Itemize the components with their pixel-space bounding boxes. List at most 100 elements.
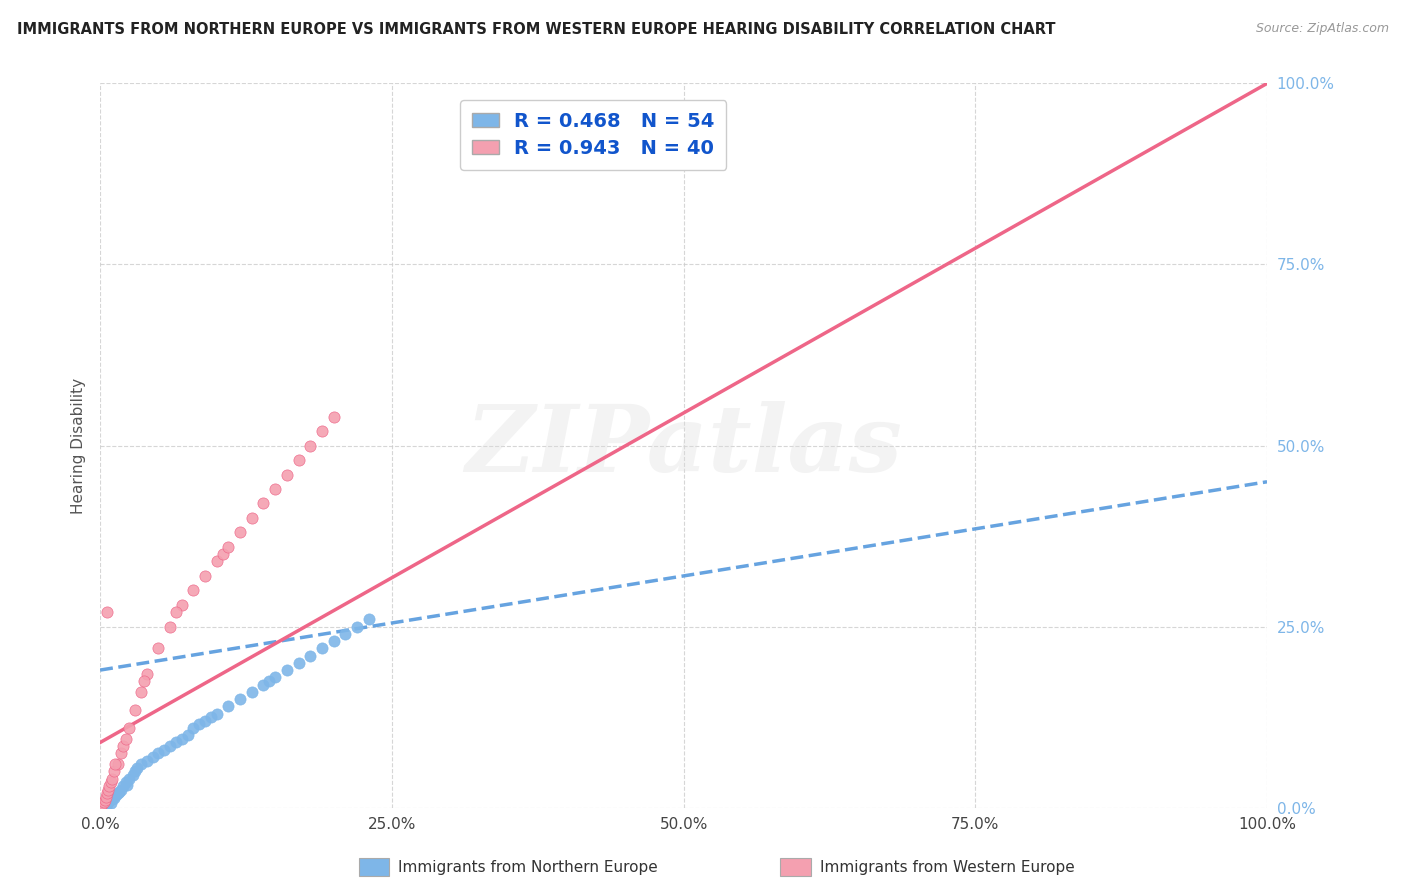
Point: [129, 685, 152, 699]
Point: [229, 692, 252, 706]
Point: [118, 721, 141, 735]
Point: [264, 482, 287, 496]
Point: [357, 612, 380, 626]
Point: [91, 797, 114, 811]
Point: [299, 648, 322, 663]
Point: [118, 772, 141, 786]
Point: [287, 656, 309, 670]
Point: [90, 798, 112, 813]
Point: [218, 540, 240, 554]
Point: [159, 619, 181, 633]
Point: [159, 739, 181, 753]
Point: [107, 785, 129, 799]
Point: [121, 768, 143, 782]
Point: [153, 743, 176, 757]
Point: [100, 796, 122, 810]
Y-axis label: Hearing Disability: Hearing Disability: [72, 377, 86, 514]
Point: [142, 750, 165, 764]
Point: [114, 731, 136, 746]
Point: [101, 789, 124, 804]
Point: [252, 677, 274, 691]
Point: [110, 747, 132, 761]
Point: [103, 791, 125, 805]
Point: [112, 739, 135, 753]
Point: [335, 627, 357, 641]
Point: [183, 721, 205, 735]
Point: [252, 496, 274, 510]
Point: [97, 782, 120, 797]
Point: [322, 634, 344, 648]
Point: [124, 764, 146, 779]
Point: [240, 511, 263, 525]
Point: [264, 670, 287, 684]
Point: [205, 554, 228, 568]
Point: [127, 761, 149, 775]
Point: [322, 409, 344, 424]
Point: [176, 728, 198, 742]
Point: [90, 799, 112, 814]
Text: Immigrants from Western Europe: Immigrants from Western Europe: [820, 861, 1074, 875]
Point: [346, 619, 368, 633]
Point: [104, 757, 127, 772]
Point: [107, 757, 129, 772]
Point: [170, 598, 193, 612]
Text: Source: ZipAtlas.com: Source: ZipAtlas.com: [1256, 22, 1389, 36]
Point: [100, 775, 122, 789]
Point: [135, 666, 157, 681]
Point: [129, 757, 152, 772]
Point: [114, 775, 136, 789]
Point: [96, 605, 118, 619]
Point: [101, 772, 124, 786]
Point: [311, 424, 333, 438]
Point: [229, 525, 252, 540]
Point: [115, 777, 138, 791]
Point: [188, 717, 211, 731]
Point: [98, 779, 121, 793]
Point: [200, 710, 222, 724]
Point: [259, 673, 281, 688]
Point: [91, 797, 114, 812]
Text: ZIPatlas: ZIPatlas: [465, 401, 903, 491]
Point: [90, 799, 112, 814]
Point: [218, 699, 240, 714]
Point: [112, 779, 135, 793]
Point: [183, 583, 205, 598]
Point: [110, 782, 132, 797]
Point: [94, 793, 117, 807]
Point: [94, 797, 117, 811]
Point: [97, 795, 120, 809]
Point: [91, 798, 114, 813]
Point: [276, 467, 298, 482]
Point: [194, 714, 217, 728]
Point: [194, 569, 217, 583]
Point: [107, 786, 129, 800]
Text: IMMIGRANTS FROM NORTHERN EUROPE VS IMMIGRANTS FROM WESTERN EUROPE HEARING DISABI: IMMIGRANTS FROM NORTHERN EUROPE VS IMMIG…: [17, 22, 1056, 37]
Point: [103, 764, 125, 779]
Point: [135, 754, 157, 768]
Point: [96, 786, 118, 800]
Point: [211, 547, 233, 561]
Point: [165, 605, 187, 619]
Point: [93, 797, 115, 811]
Point: [94, 797, 117, 812]
Point: [165, 735, 187, 749]
Point: [287, 453, 309, 467]
Point: [170, 731, 193, 746]
Point: [311, 641, 333, 656]
Point: [96, 797, 118, 811]
Point: [124, 703, 146, 717]
Text: Immigrants from Northern Europe: Immigrants from Northern Europe: [398, 861, 658, 875]
Point: [105, 788, 128, 802]
Point: [93, 795, 115, 809]
Point: [148, 641, 170, 656]
Point: [276, 663, 298, 677]
Point: [101, 792, 124, 806]
Legend: R = 0.468   N = 54, R = 0.943   N = 40: R = 0.468 N = 54, R = 0.943 N = 40: [460, 101, 727, 169]
Point: [98, 793, 121, 807]
Point: [94, 789, 117, 804]
Point: [240, 685, 263, 699]
Point: [148, 747, 170, 761]
Point: [299, 439, 322, 453]
Point: [134, 673, 156, 688]
Point: [93, 797, 115, 811]
